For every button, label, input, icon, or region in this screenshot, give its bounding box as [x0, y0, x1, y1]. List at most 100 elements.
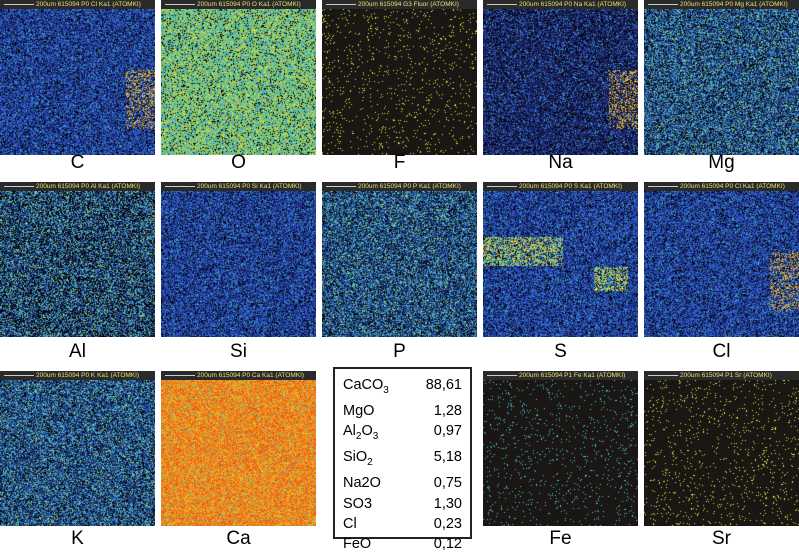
map-header: 200um 615094 P0 Ca Ka1 (ATOMKI) [161, 371, 316, 380]
compound-value: 1,28 [433, 403, 462, 420]
map-header: 200um 615094 P0 O Ka1 (ATOMKI) [161, 0, 316, 9]
scale-bar [326, 185, 356, 187]
composition-row: MgO 1,28 [343, 401, 462, 421]
scale-bar [648, 185, 678, 187]
map-fe: 200um 615094 P1 Fe Ka1 (ATOMKI) [483, 371, 638, 526]
element-label: Si [230, 341, 247, 362]
scale-bar [487, 3, 517, 5]
element-label: Na [548, 152, 573, 173]
map-ca: 200um 615094 P0 Ca Ka1 (ATOMKI) [161, 371, 316, 526]
map-header-text: 200um 615094 P0 Mg Ka1 (ATOMKI) [680, 1, 788, 8]
map-image [644, 380, 799, 526]
composition-row: SO3 1,30 [343, 494, 462, 514]
composition-row: Al2O3 0,97 [343, 421, 462, 447]
map-f: 200um 615094 G3 Fluor (ATOMKI) [322, 0, 477, 155]
map-k: 200um 615094 P0 K Ka1 (ATOMKI) [0, 371, 155, 526]
map-cl: 200um 615094 P0 Cl Ka1 (ATOMKI) [644, 182, 799, 337]
map-header: 200um 615094 P0 Si Ka1 (ATOMKI) [161, 182, 316, 191]
map-header-text: 200um 615094 P1 Fe Ka1 (ATOMKI) [519, 372, 626, 379]
map-c: 200um 615094 P0 Cl Ka1 (ATOMKI) [0, 0, 155, 155]
compound-name: CaCO3 [343, 377, 389, 396]
scale-bar [326, 3, 356, 5]
map-p: 200um 615094 P0 P Ka1 (ATOMKI) [322, 182, 477, 337]
scale-bar [165, 185, 195, 187]
map-sr: 200um 615094 P1 Sr (ATOMKI) [644, 371, 799, 526]
composition-row: FeO 0,12 [343, 534, 462, 554]
scale-bar [165, 374, 195, 376]
map-header: 200um 615094 P1 Fe Ka1 (ATOMKI) [483, 371, 638, 380]
map-image [161, 9, 316, 155]
map-header: 200um 615094 G3 Fluor (ATOMKI) [322, 0, 477, 9]
map-header-text: 200um 615094 P0 O Ka1 (ATOMKI) [197, 1, 301, 8]
scale-bar [4, 185, 34, 187]
map-header: 200um 615094 P1 Sr (ATOMKI) [644, 371, 799, 380]
compound-value: 0,23 [433, 515, 462, 532]
map-header-text: 200um 615094 P0 Na Ka1 (ATOMKI) [519, 1, 627, 8]
map-header-text: 200um 615094 P0 Ca Ka1 (ATOMKI) [197, 372, 305, 379]
map-image [0, 380, 155, 526]
composition-row: CaCO3 88,61 [343, 375, 462, 401]
map-image [483, 380, 638, 526]
compound-value: 1,30 [433, 495, 462, 512]
map-al: 200um 615094 P0 Al Ka1 (ATOMKI) [0, 182, 155, 337]
map-image [161, 191, 316, 337]
map-mg: 200um 615094 P0 Mg Ka1 (ATOMKI) [644, 0, 799, 155]
map-si: 200um 615094 P0 Si Ka1 (ATOMKI) [161, 182, 316, 337]
element-label: Fe [549, 528, 572, 549]
element-label: K [71, 528, 84, 549]
element-label: Cl [712, 341, 731, 362]
scale-bar [487, 374, 517, 376]
compound-value: 88,61 [425, 377, 462, 393]
map-header-text: 200um 615094 P0 Cl Ka1 (ATOMKI) [36, 1, 141, 8]
map-image [322, 191, 477, 337]
element-label: S [554, 341, 567, 362]
map-image [161, 380, 316, 526]
element-label: Sr [712, 528, 731, 549]
map-s: 200um 615094 P0 S Ka1 (ATOMKI) [483, 182, 638, 337]
map-header-text: 200um 615094 P1 Sr (ATOMKI) [680, 372, 772, 379]
scale-bar [648, 374, 678, 376]
map-header-text: 200um 615094 P0 Al Ka1 (ATOMKI) [36, 183, 141, 190]
scale-bar [487, 185, 517, 187]
compound-value: 0,75 [433, 475, 462, 492]
compound-value: 0,12 [433, 536, 462, 553]
map-image [483, 191, 638, 337]
compound-name: FeO [343, 536, 372, 553]
compound-name: SiO2 [343, 449, 373, 469]
scale-bar [648, 3, 678, 5]
composition-row: SiO2 5,18 [343, 447, 462, 473]
map-image [644, 191, 799, 337]
map-image [0, 191, 155, 337]
map-header-text: 200um 615094 P0 S Ka1 (ATOMKI) [519, 183, 623, 190]
compound-name: Cl [343, 515, 357, 532]
scale-bar [165, 3, 195, 5]
composition-table: CaCO3 88,61 MgO 1,28 Al2O3 0,97 SiO2 5,18 Na2O 0,… [333, 367, 472, 552]
map-header: 200um 615094 P0 Mg Ka1 (ATOMKI) [644, 0, 799, 9]
map-o: 200um 615094 P0 O Ka1 (ATOMKI) [161, 0, 316, 155]
compound-name: Na2O [343, 475, 381, 492]
map-header: 200um 615094 P0 S Ka1 (ATOMKI) [483, 182, 638, 191]
compound-value: 0,97 [433, 423, 462, 440]
map-na: 200um 615094 P0 Na Ka1 (ATOMKI) [483, 0, 638, 155]
map-image [483, 9, 638, 155]
map-header-text: 200um 615094 P0 Cl Ka1 (ATOMKI) [680, 183, 785, 190]
composition-row: Cl 0,23 [343, 514, 462, 534]
element-label: P [393, 341, 406, 362]
compound-name: SO3 [343, 495, 373, 512]
compound-name: Al2O3 [343, 423, 379, 443]
map-header: 200um 615094 P0 K Ka1 (ATOMKI) [0, 371, 155, 380]
map-header: 200um 615094 P0 Na Ka1 (ATOMKI) [483, 0, 638, 9]
element-label: O [231, 152, 246, 173]
map-header-text: 200um 615094 P0 K Ka1 (ATOMKI) [36, 372, 140, 379]
element-label: F [393, 152, 406, 173]
map-header-text: 200um 615094 P0 P Ka1 (ATOMKI) [358, 183, 461, 190]
map-image [0, 9, 155, 155]
element-label: Al [69, 341, 86, 362]
element-label: Mg [708, 152, 735, 173]
compound-name: MgO [343, 403, 375, 420]
map-header: 200um 615094 P0 Cl Ka1 (ATOMKI) [644, 182, 799, 191]
scale-bar [4, 3, 34, 5]
map-header: 200um 615094 P0 Cl Ka1 (ATOMKI) [0, 0, 155, 9]
composition-row: Na2O 0,75 [343, 473, 462, 493]
map-header: 200um 615094 P0 Al Ka1 (ATOMKI) [0, 182, 155, 191]
